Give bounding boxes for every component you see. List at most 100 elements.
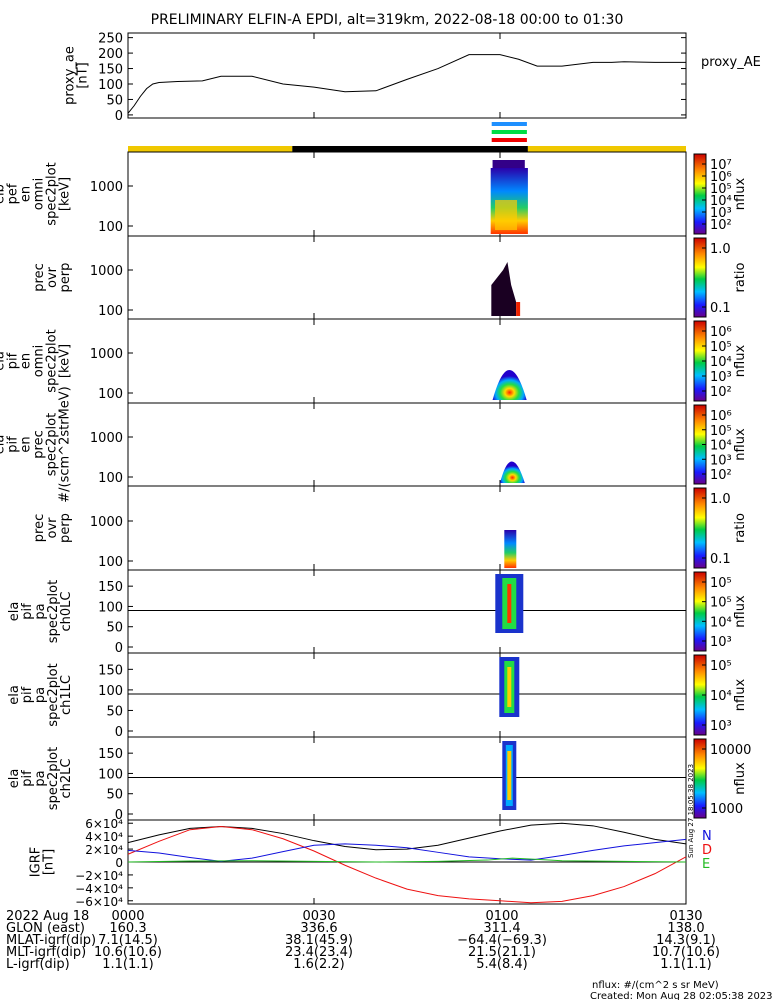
colorbar-tick-label: 10³ (710, 370, 732, 385)
y-axis-label: perp (58, 513, 73, 543)
y-tick-label: 100 (98, 471, 123, 486)
y-tick-label: 150 (98, 663, 123, 678)
orbit-time: 0100 (485, 909, 518, 924)
orbit-value: 7.1(14.5) (98, 933, 158, 948)
colorbar (693, 153, 707, 235)
orbit-row-label: MLAT-igrf(dip) (6, 933, 96, 948)
orbit-row-label: 2022 Aug 18 (6, 909, 89, 924)
legend-igrf-N: N (702, 829, 712, 844)
y-axis-label: pif (6, 352, 21, 369)
y-tick-label: −4×10⁴ (75, 882, 123, 896)
orbit-row-label: GLON (east) (6, 921, 85, 936)
y-tick-label: 50 (106, 621, 123, 636)
panel-frame (127, 569, 687, 654)
y-axis-label: [keV] (58, 177, 73, 211)
colorbar-label: ratio (733, 513, 748, 543)
orbit-value: 10.7(10.6) (652, 945, 720, 960)
colorbar-tick-label: 10000 (710, 743, 751, 758)
y-axis-label: ovr (45, 517, 60, 539)
footer: nflux: #/(cm^2 s sr MeV)Created: Mon Aug… (590, 764, 773, 1000)
y-tick-label: 6×10⁴ (85, 817, 123, 831)
y-axis-label: proxy_ae (63, 46, 78, 105)
colorbar-label: nflux (733, 762, 748, 795)
legend-proxy-ae: proxy_AE (701, 55, 761, 70)
y-axis-label: ovr (45, 266, 60, 288)
y-axis-label: pif (20, 686, 35, 703)
availability-bar (491, 130, 527, 134)
colorbar (693, 237, 707, 318)
y-tick-label: 100 (98, 304, 123, 319)
y-axis-label: IGRF (29, 847, 44, 877)
colorbar-label: nflux (733, 345, 748, 378)
colorbar-tick-label: 10⁶ (710, 325, 732, 340)
colorbar-tick-label: 10⁴ (710, 439, 732, 454)
eclipse-segment (128, 146, 293, 152)
orbit-time: 0130 (669, 909, 702, 924)
colorbar (693, 738, 707, 819)
y-tick-label: 150 (98, 747, 123, 762)
y-tick-label: 50 (106, 93, 123, 108)
colorbar-tick-label: 10⁴ (710, 355, 732, 370)
y-tick-label: 1000 (90, 180, 123, 195)
colorbar-label: nflux (733, 595, 748, 628)
colorbar-tick-label: 10⁶ (710, 170, 732, 185)
y-axis-label: pif (20, 770, 35, 787)
ratio-edge (516, 302, 521, 316)
colorbar-tick-label: 10³ (710, 719, 732, 734)
y-tick-label: 0 (115, 725, 123, 740)
colorbar-tick-label: 10⁵ (710, 340, 732, 355)
y-tick-label: 250 (98, 32, 123, 47)
y-tick-label: 1000 (90, 515, 123, 530)
orbit-time: 0000 (111, 909, 144, 924)
y-axis-label: spec2plot (45, 413, 60, 476)
y-axis-label: en (19, 353, 34, 369)
orbit-value: 5.4(8.4) (476, 957, 528, 972)
colorbar-tick-label: 10³ (710, 453, 732, 468)
igrf-series-green (127, 857, 687, 863)
y-axis-label: spec2plot (46, 580, 61, 643)
created-stamp: Created: Mon Aug 28 02:05:38 2023 (590, 991, 773, 1000)
colorbar-tick-label: 10⁵ (710, 576, 732, 591)
orbit-value: 23.4(23.4) (285, 945, 353, 960)
y-axis-label: perp (58, 263, 73, 293)
orbit-value: 1.1(1.1) (660, 957, 712, 972)
y-axis-label: prec (32, 263, 47, 291)
y-axis-label: prec (32, 514, 47, 542)
y-axis-label: pa (33, 687, 48, 703)
ratio-blob (504, 530, 517, 568)
orbit-value: 336.6 (300, 921, 337, 936)
colorbar-tick-label: 1.0 (710, 492, 731, 507)
colorbar-tick-label: 10³ (710, 206, 732, 221)
proxy-ae-line (127, 54, 686, 114)
panel-frame (127, 235, 687, 320)
panel-frame (127, 485, 687, 571)
eclipse-bar (128, 146, 686, 152)
orbit-time: 0030 (302, 909, 335, 924)
colorbar (693, 487, 707, 569)
colorbar-tick-label: 0.1 (710, 301, 731, 316)
orbit-value: 21.5(21.1) (468, 945, 536, 960)
colorbar-tick-label: 10⁵ (710, 424, 732, 439)
y-tick-label: 0 (115, 808, 123, 823)
y-axis-label: omni (32, 178, 47, 210)
panel-frame (127, 151, 687, 237)
colorbar-tick-label: 10⁴ (710, 689, 732, 704)
colorbar-tick-label: 10⁶ (710, 409, 732, 424)
colorbar-tick-label: 0.1 (710, 552, 731, 567)
colorbar-tick-label: 1000 (710, 802, 743, 817)
y-tick-label: 1000 (90, 431, 123, 446)
data-availability-bars (491, 122, 527, 142)
legend-igrf-D: D (702, 843, 712, 858)
y-axis-label: ela (0, 435, 8, 455)
y-axis-label: spec2plot (45, 329, 60, 392)
y-axis-label: ela (7, 685, 22, 705)
orbit-value: 160.3 (109, 921, 146, 936)
